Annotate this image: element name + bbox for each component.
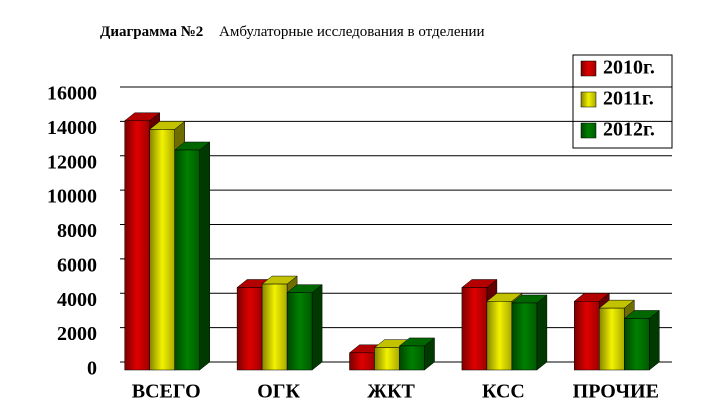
bar <box>286 284 323 371</box>
bar-front <box>511 302 538 371</box>
bar-side <box>649 309 660 371</box>
bar-front <box>624 318 650 371</box>
bar-front <box>286 292 313 371</box>
bar-side <box>311 284 323 371</box>
bar-front <box>461 287 488 371</box>
bar-front <box>149 129 175 371</box>
y-tick-label: 14000 <box>47 117 97 139</box>
chart-title: Диаграмма №2 <box>100 24 203 40</box>
bar-front <box>574 301 600 371</box>
legend-label: 2012г. <box>603 119 655 141</box>
x-tick-label: КСС <box>482 381 525 403</box>
y-tick-label: 2000 <box>57 323 97 345</box>
y-tick-label: 8000 <box>57 220 97 242</box>
y-tick-label: 0 <box>87 358 97 380</box>
bar-front <box>349 352 375 371</box>
x-tick-label: ПРОЧИЕ <box>573 381 659 403</box>
legend-label: 2011г. <box>603 88 654 110</box>
legend-swatch <box>580 60 597 77</box>
bar-front <box>261 283 288 371</box>
x-tick-label: ВСЕГО <box>132 381 201 403</box>
y-tick-label: 6000 <box>57 254 97 276</box>
bar <box>623 309 661 371</box>
legend-swatch <box>580 122 597 139</box>
bar-front <box>124 120 150 371</box>
bar-side <box>199 141 210 371</box>
bar-front <box>236 287 263 371</box>
bar-side <box>536 294 548 371</box>
x-tick-label: ЖКТ <box>367 381 415 403</box>
chart-subtitle: Амбулаторные исследования в отделении <box>219 24 485 40</box>
y-tick-label: 12000 <box>47 151 97 173</box>
legend-label: 2010г. <box>603 57 655 79</box>
bar-front <box>599 307 625 371</box>
bar <box>398 337 436 371</box>
x-tick-label: ОГК <box>257 381 300 403</box>
y-tick-label: 16000 <box>47 83 97 105</box>
bar-front <box>374 347 400 371</box>
y-tick-label: 4000 <box>57 289 97 311</box>
bar <box>511 294 548 371</box>
title-group: Диаграмма №2 Амбулаторные исследования в… <box>100 24 485 40</box>
bar-front <box>486 301 513 371</box>
bar-front <box>399 345 425 371</box>
bar <box>173 141 211 371</box>
y-tick-label: 10000 <box>47 186 97 208</box>
bar-front <box>174 149 200 371</box>
legend-swatch <box>580 91 597 108</box>
